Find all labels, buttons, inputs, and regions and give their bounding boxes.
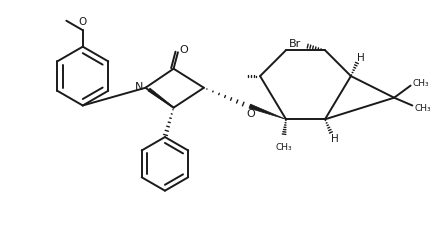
Text: H: H xyxy=(357,53,364,63)
Text: CH₃: CH₃ xyxy=(276,142,292,151)
Text: H: H xyxy=(331,134,338,144)
Text: N: N xyxy=(135,81,144,91)
Text: CH₃: CH₃ xyxy=(412,79,429,88)
Text: O: O xyxy=(179,45,188,55)
Text: Br: Br xyxy=(289,39,301,49)
Text: O: O xyxy=(79,17,87,27)
Polygon shape xyxy=(148,89,174,109)
Text: O: O xyxy=(247,109,255,119)
Text: CH₃: CH₃ xyxy=(414,103,431,112)
Polygon shape xyxy=(249,105,286,120)
